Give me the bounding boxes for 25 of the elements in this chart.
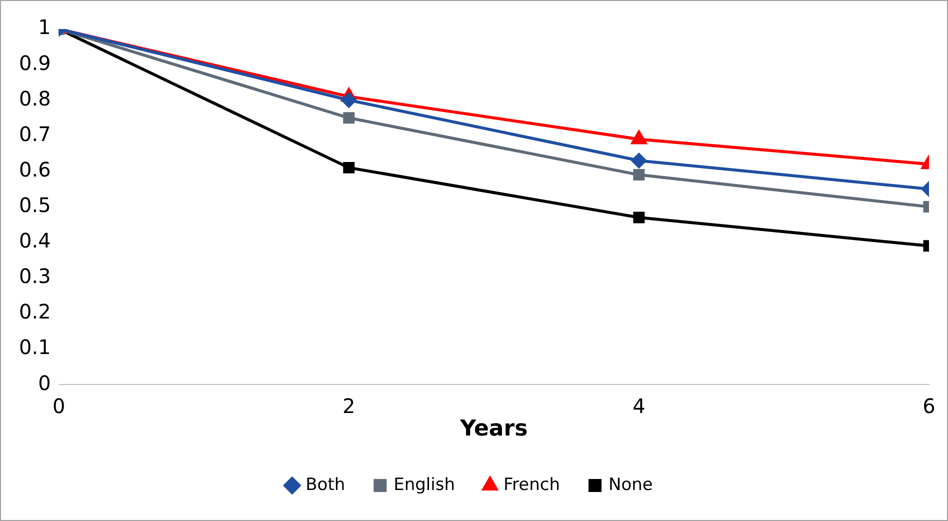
y-tick-label: 0.1 xyxy=(18,335,51,360)
point xyxy=(343,162,355,174)
x-tick-label: 6 xyxy=(922,394,936,418)
y-tick-label: 0.4 xyxy=(18,228,51,253)
point xyxy=(633,212,645,224)
x-axis-title: Years xyxy=(459,416,528,442)
point xyxy=(343,112,355,124)
y-tick-label: 0 xyxy=(38,370,51,395)
y-tick-label: 0.6 xyxy=(18,157,51,182)
legend-label: None xyxy=(608,474,653,495)
point xyxy=(631,153,646,168)
y-tick-label: 0.2 xyxy=(18,300,51,324)
y-tick-label: 0.3 xyxy=(18,264,51,288)
legend-label: English xyxy=(394,474,456,495)
x-tick-label: 2 xyxy=(342,394,356,418)
point xyxy=(341,92,356,108)
y-tick-label: 0.9 xyxy=(18,50,51,75)
y-tick-label: 0.8 xyxy=(18,86,51,110)
y-tick-label: 1 xyxy=(38,15,51,40)
x-tick-label: 4 xyxy=(632,394,646,418)
y-tick-label: 0.5 xyxy=(18,193,51,218)
legend-label: French xyxy=(504,474,560,495)
point xyxy=(633,169,645,181)
legend-label: Both xyxy=(306,474,346,495)
y-tick-label: 0.7 xyxy=(18,122,51,146)
